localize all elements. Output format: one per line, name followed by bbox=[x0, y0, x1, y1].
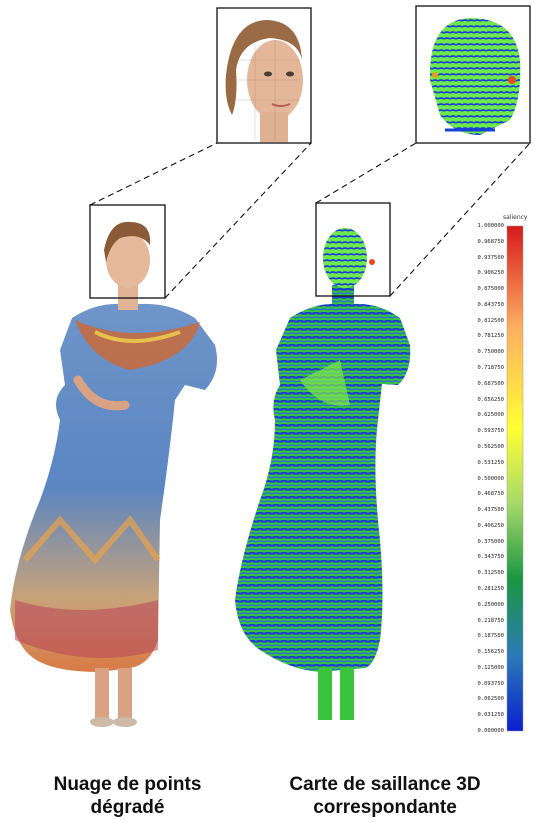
saliency-map-figure bbox=[235, 228, 411, 720]
colorbar-tick-label: 0.187500 bbox=[477, 633, 505, 640]
colorbar-tick-label: 0.062500 bbox=[477, 696, 505, 703]
colorbar-tick-label: 0.093750 bbox=[477, 680, 505, 687]
caption-left-line-2: dégradé bbox=[90, 797, 165, 818]
leg-left bbox=[95, 668, 109, 720]
colorbar-gradient bbox=[506, 225, 524, 732]
zoom-connector-right-2 bbox=[389, 142, 531, 297]
colorbar-tick-label: 0.406250 bbox=[477, 522, 505, 529]
zoom-connector-left-2 bbox=[164, 142, 312, 299]
degraded-point-cloud-figure bbox=[10, 221, 218, 727]
colorbar-tick-label: 0.718750 bbox=[477, 365, 505, 372]
caption-right-line-2: correspondante bbox=[313, 797, 457, 818]
colorbar-tick-label: 0.687500 bbox=[477, 380, 505, 387]
dress-shape bbox=[10, 303, 218, 672]
zoom-connector-left-1 bbox=[89, 142, 218, 206]
colorbar-tick-label: 0.781250 bbox=[477, 333, 505, 340]
colorbar-tick-label: 0.031250 bbox=[477, 712, 505, 719]
caption-right: Carte de saillance 3D correspondante bbox=[250, 773, 520, 819]
dress-hem-pattern bbox=[15, 600, 158, 658]
colorbar-tick-label: 0.250000 bbox=[477, 601, 505, 608]
colorbar-tick-label: 0.218750 bbox=[477, 617, 505, 624]
zoom-inset-left bbox=[216, 7, 312, 144]
colorbar-tick-label: 0.750000 bbox=[477, 349, 505, 356]
zoom-box-right-small bbox=[315, 202, 391, 297]
colorbar-tick-label: 0.000000 bbox=[477, 728, 505, 734]
caption-right-line-1: Carte de saillance 3D bbox=[289, 774, 481, 795]
colorbar-tick-label: 0.937500 bbox=[477, 254, 505, 261]
caption-left: Nuage de points dégradé bbox=[20, 773, 235, 819]
saliency-body bbox=[235, 303, 411, 672]
zoom-connector-right-1 bbox=[315, 142, 417, 204]
colorbar-tick-label: 0.531250 bbox=[477, 459, 505, 466]
colorbar-tick-label: 0.906250 bbox=[477, 270, 505, 277]
colorbar-tick-label: 0.125000 bbox=[477, 664, 505, 671]
zoom-inset-right bbox=[415, 5, 531, 144]
head-small bbox=[106, 232, 150, 288]
colorbar-tick-label: 0.343750 bbox=[477, 554, 505, 561]
colorbar-tick-label: 0.437500 bbox=[477, 507, 505, 514]
colorbar-tick-label: 0.812500 bbox=[477, 317, 505, 324]
colorbar-tick-label: 0.625000 bbox=[477, 412, 505, 419]
colorbar-title: saliency bbox=[503, 214, 528, 221]
left-arm bbox=[73, 375, 130, 411]
colorbar-tick-label: 0.281250 bbox=[477, 585, 505, 592]
colorbar-tick-label: 0.656250 bbox=[477, 396, 505, 403]
leg-right bbox=[118, 668, 132, 720]
caption-left-line-1: Nuage de points bbox=[53, 774, 202, 795]
colorbar-tick-label: 0.968750 bbox=[477, 238, 505, 245]
colorbar-tick-label: 0.875000 bbox=[477, 286, 505, 293]
colorbar-tick-label: 0.156250 bbox=[477, 649, 505, 656]
dress-neckline bbox=[75, 320, 200, 370]
zoom-box-left-small bbox=[89, 204, 166, 299]
colorbar-tick-label: 0.312500 bbox=[477, 570, 505, 577]
colorbar-tick-label: 0.562500 bbox=[477, 443, 505, 450]
colorbar-tick-label: 0.500000 bbox=[477, 475, 505, 482]
saliency-head-small bbox=[323, 228, 367, 288]
colorbar-tick-label: 1.000000 bbox=[477, 223, 505, 229]
colorbar-tick-label: 0.375000 bbox=[477, 538, 505, 545]
colorbar-tick-label: 0.843750 bbox=[477, 301, 505, 308]
colorbar-tick-label: 0.593750 bbox=[477, 428, 505, 435]
colorbar-tick-label: 0.468750 bbox=[477, 491, 505, 498]
